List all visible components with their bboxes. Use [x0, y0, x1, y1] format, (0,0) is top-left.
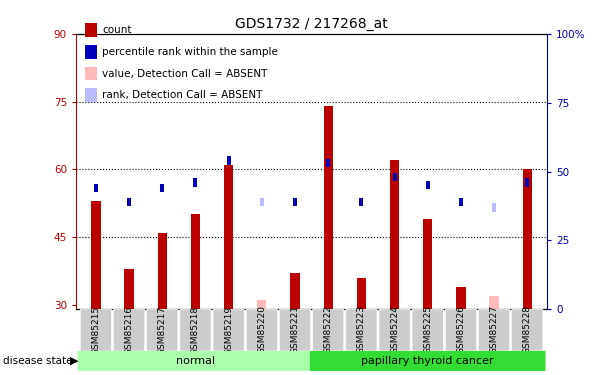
Bar [357, 278, 366, 309]
Bar [326, 159, 330, 167]
FancyBboxPatch shape [280, 309, 311, 351]
Text: GSM85217: GSM85217 [158, 305, 167, 355]
Bar [459, 198, 463, 206]
FancyBboxPatch shape [213, 309, 244, 351]
Text: GSM85218: GSM85218 [191, 305, 200, 355]
Text: GSM85227: GSM85227 [489, 306, 499, 354]
FancyBboxPatch shape [445, 309, 477, 351]
FancyBboxPatch shape [147, 309, 178, 351]
Bar [393, 173, 396, 181]
Text: disease state: disease state [3, 356, 72, 366]
Text: GSM85220: GSM85220 [257, 306, 266, 354]
Text: GSM85216: GSM85216 [125, 305, 134, 355]
Bar [91, 201, 100, 309]
Text: GSM85219: GSM85219 [224, 305, 233, 355]
Bar [224, 165, 233, 309]
Text: GSM85225: GSM85225 [423, 306, 432, 354]
Text: percentile rank within the sample: percentile rank within the sample [102, 47, 278, 57]
Text: normal: normal [176, 356, 215, 366]
FancyBboxPatch shape [114, 309, 145, 351]
FancyBboxPatch shape [78, 351, 313, 371]
Bar [523, 169, 532, 309]
FancyBboxPatch shape [313, 309, 344, 351]
Bar [456, 287, 466, 309]
Bar [157, 232, 167, 309]
FancyBboxPatch shape [310, 351, 545, 371]
Bar [260, 198, 264, 206]
Title: GDS1732 / 217268_at: GDS1732 / 217268_at [235, 17, 388, 32]
Bar [193, 178, 198, 187]
Bar [359, 198, 364, 206]
Text: GSM85228: GSM85228 [523, 306, 532, 354]
Text: GSM85221: GSM85221 [291, 306, 300, 354]
Bar [191, 214, 200, 309]
FancyBboxPatch shape [80, 309, 111, 351]
Bar [125, 269, 134, 309]
FancyBboxPatch shape [478, 309, 510, 351]
Bar [257, 300, 266, 309]
FancyBboxPatch shape [346, 309, 377, 351]
FancyBboxPatch shape [180, 309, 211, 351]
Bar [323, 106, 333, 309]
Text: ▶: ▶ [70, 356, 78, 366]
Bar [227, 156, 230, 165]
Bar [426, 181, 430, 189]
Bar [94, 184, 98, 192]
Bar [390, 160, 399, 309]
FancyBboxPatch shape [412, 309, 443, 351]
Bar [127, 198, 131, 206]
Bar [492, 203, 496, 211]
Bar [489, 296, 499, 309]
Text: papillary thyroid cancer: papillary thyroid cancer [361, 356, 494, 366]
Text: GSM85223: GSM85223 [357, 306, 366, 354]
Text: GSM85222: GSM85222 [323, 306, 333, 354]
Bar [291, 273, 300, 309]
Text: GSM85224: GSM85224 [390, 306, 399, 354]
FancyBboxPatch shape [246, 309, 277, 351]
Text: GSM85226: GSM85226 [457, 306, 465, 354]
FancyBboxPatch shape [512, 309, 543, 351]
Bar [161, 184, 164, 192]
Bar [293, 198, 297, 206]
Text: GSM85215: GSM85215 [91, 305, 100, 355]
Text: rank, Detection Call = ABSENT: rank, Detection Call = ABSENT [102, 90, 263, 100]
FancyBboxPatch shape [379, 309, 410, 351]
Text: count: count [102, 25, 132, 35]
Bar [423, 219, 432, 309]
Bar [525, 178, 530, 187]
Text: value, Detection Call = ABSENT: value, Detection Call = ABSENT [102, 69, 268, 78]
